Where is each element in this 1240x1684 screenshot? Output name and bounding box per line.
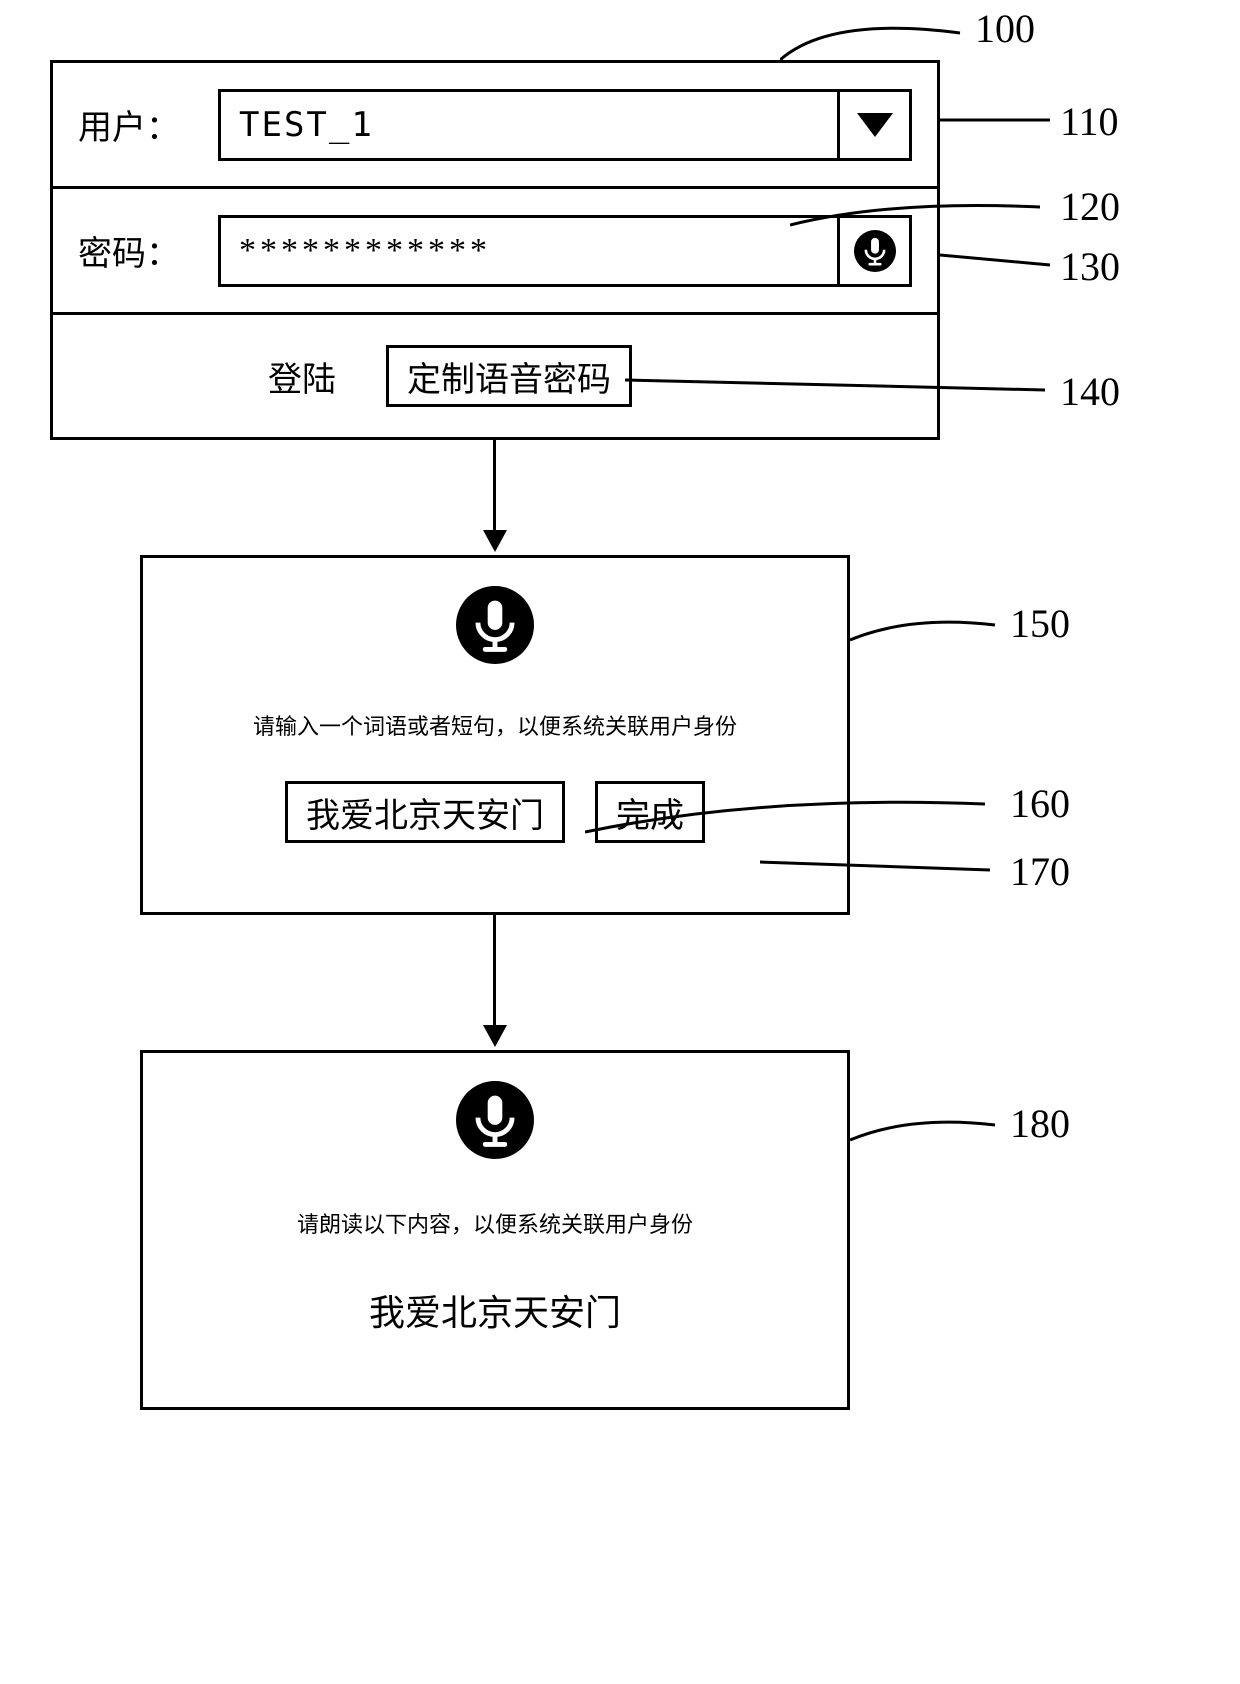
arrow-1 <box>493 440 496 535</box>
microphone-icon <box>854 230 896 272</box>
custom-voice-password-button[interactable]: 定制语音密码 <box>386 345 632 407</box>
ref-180: 180 <box>1010 1100 1070 1147</box>
input-phrase-panel: 请输入一个词语或者短句，以便系统关联用户身份 我爱北京天安门 完成 <box>140 555 850 915</box>
dropdown-button[interactable] <box>837 92 909 158</box>
leader-110 <box>940 100 1070 140</box>
custom-voice-password-label: 定制语音密码 <box>407 352 611 401</box>
read-phrase-display: 我爱北京天安门 <box>369 1284 621 1336</box>
leader-160 <box>585 790 1005 840</box>
user-dropdown[interactable]: TEST_1 <box>218 89 912 161</box>
user-label: 用户： <box>78 100 218 149</box>
arrow-1-head <box>483 530 507 552</box>
leader-120 <box>790 195 1060 235</box>
ref-130: 130 <box>1060 243 1120 290</box>
read-phrase-panel: 请朗读以下内容，以便系统关联用户身份 我爱北京天安门 <box>140 1050 850 1410</box>
microphone-icon <box>456 1081 534 1159</box>
login-button-label[interactable]: 登陆 <box>268 352 336 401</box>
leader-150 <box>850 610 1010 660</box>
password-value: ************ <box>221 232 837 270</box>
read-phrase-prompt: 请朗读以下内容，以便系统关联用户身份 <box>297 1207 693 1239</box>
leader-130 <box>940 240 1070 280</box>
ref-150: 150 <box>1010 600 1070 647</box>
ref-160: 160 <box>1010 780 1070 827</box>
leader-180 <box>850 1110 1010 1160</box>
arrow-2 <box>493 915 496 1030</box>
ref-110: 110 <box>1060 98 1119 145</box>
user-row: 用户： TEST_1 <box>53 63 937 189</box>
phrase-input-field[interactable]: 我爱北京天安门 <box>285 781 565 843</box>
chevron-down-icon <box>857 113 893 137</box>
leader-170 <box>760 850 1010 890</box>
input-phrase-prompt: 请输入一个词语或者短句，以便系统关联用户身份 <box>253 709 737 741</box>
password-label: 密码： <box>78 226 218 275</box>
ref-100: 100 <box>975 5 1035 52</box>
arrow-2-head <box>483 1025 507 1047</box>
leader-140 <box>625 370 1065 410</box>
ref-140: 140 <box>1060 368 1120 415</box>
phrase-input-value: 我爱北京天安门 <box>306 788 544 837</box>
diagram-canvas: 用户： TEST_1 密码： ************ 登陆 定制语 <box>0 0 1240 1684</box>
ref-170: 170 <box>1010 848 1070 895</box>
microphone-icon <box>456 586 534 664</box>
ref-120: 120 <box>1060 183 1120 230</box>
user-value: TEST_1 <box>221 105 837 145</box>
